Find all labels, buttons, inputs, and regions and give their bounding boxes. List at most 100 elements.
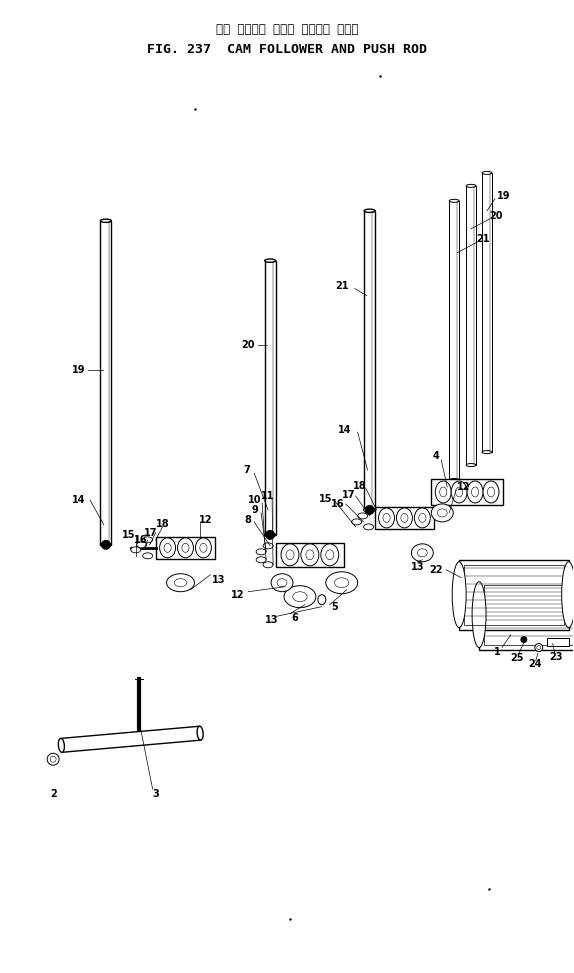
Ellipse shape [431,504,453,522]
Text: 9: 9 [252,505,258,515]
Text: 12: 12 [199,515,212,524]
Ellipse shape [321,544,339,565]
Text: 20: 20 [242,341,255,350]
Ellipse shape [143,553,153,559]
Ellipse shape [352,519,362,524]
Ellipse shape [131,547,141,553]
Ellipse shape [535,643,543,652]
Text: 15: 15 [122,530,135,540]
Text: 8: 8 [245,515,251,524]
Bar [375,507,435,529]
Ellipse shape [102,540,110,550]
Text: 5: 5 [331,601,338,612]
Text: 22: 22 [429,564,443,575]
Ellipse shape [483,481,499,503]
Ellipse shape [364,209,375,212]
Ellipse shape [286,550,294,559]
Bar [449,200,459,480]
Text: 10: 10 [249,495,262,505]
Text: 19: 19 [72,365,86,376]
Ellipse shape [449,479,459,482]
Ellipse shape [562,561,574,628]
Ellipse shape [482,171,492,174]
Ellipse shape [335,578,349,588]
Text: 25: 25 [510,653,523,663]
Ellipse shape [197,726,203,740]
Text: 16: 16 [331,499,344,509]
Ellipse shape [437,509,447,517]
Bar [156,537,215,559]
Ellipse shape [466,463,476,467]
Text: 21: 21 [476,234,490,243]
Ellipse shape [59,739,64,752]
Text: 14: 14 [338,425,351,435]
Text: 13: 13 [265,615,279,625]
Text: 21: 21 [335,280,348,291]
Text: カム フォロワ および プッシュ ロッド: カム フォロワ および プッシュ ロッド [216,22,358,36]
Ellipse shape [358,513,367,519]
Bar [61,726,201,752]
Text: 15: 15 [319,494,332,504]
Ellipse shape [177,538,193,558]
Ellipse shape [50,756,56,762]
Text: 13: 13 [410,561,424,572]
Ellipse shape [306,550,314,559]
Ellipse shape [412,544,433,561]
Ellipse shape [100,219,111,223]
Ellipse shape [160,538,176,558]
Ellipse shape [326,550,334,559]
Ellipse shape [363,523,374,530]
Text: 2: 2 [50,789,56,799]
Ellipse shape [363,507,374,513]
Bar [459,559,569,630]
Text: 18: 18 [156,519,169,529]
Bar [479,580,574,650]
Ellipse shape [200,543,207,553]
Ellipse shape [521,636,527,642]
Ellipse shape [326,572,358,594]
Text: 19: 19 [497,191,511,200]
Ellipse shape [537,645,541,650]
Bar [464,564,564,625]
Ellipse shape [456,487,463,497]
Ellipse shape [143,537,153,543]
Text: 1: 1 [494,646,501,657]
Ellipse shape [164,543,171,553]
Ellipse shape [401,514,408,523]
Ellipse shape [47,753,59,765]
Ellipse shape [265,259,276,263]
Text: 6: 6 [292,613,298,623]
Ellipse shape [435,481,451,503]
Bar [364,211,375,510]
Text: 17: 17 [342,490,355,500]
Ellipse shape [256,557,266,562]
Bar [547,637,569,645]
Ellipse shape [482,450,492,453]
Bar [431,479,503,505]
Text: 17: 17 [144,528,157,538]
Text: 4: 4 [433,451,440,461]
Ellipse shape [137,542,147,548]
Ellipse shape [277,579,287,587]
Ellipse shape [266,530,274,539]
Text: 3: 3 [152,789,159,799]
Ellipse shape [451,481,467,503]
Ellipse shape [174,579,187,587]
Bar [100,221,111,545]
Ellipse shape [452,561,466,628]
Text: FIG. 237  CAM FOLLOWER AND PUSH ROD: FIG. 237 CAM FOLLOWER AND PUSH ROD [147,43,427,55]
Text: 14: 14 [72,495,86,505]
Ellipse shape [471,487,479,497]
Ellipse shape [383,514,390,523]
Ellipse shape [397,508,412,528]
Text: 12: 12 [457,482,471,492]
Bar [466,186,476,465]
Ellipse shape [466,184,476,188]
Text: 11: 11 [261,491,275,501]
Text: 23: 23 [549,652,563,662]
Ellipse shape [301,544,319,565]
Ellipse shape [417,549,427,557]
Text: 13: 13 [212,575,225,585]
Text: 20: 20 [489,211,503,221]
Ellipse shape [318,595,326,604]
